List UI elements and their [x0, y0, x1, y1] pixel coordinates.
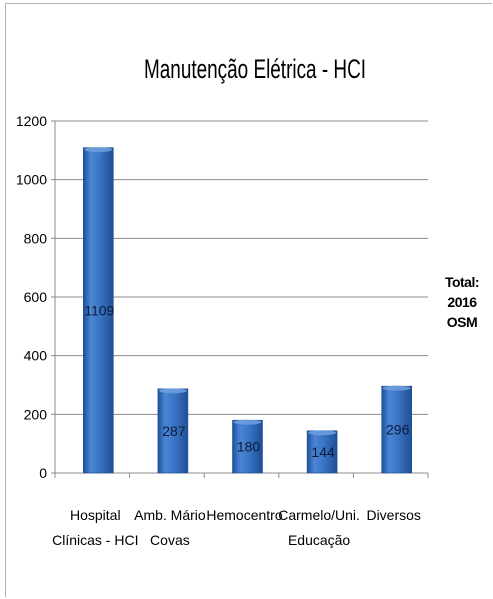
bar-top [308, 430, 337, 436]
bar [306, 430, 338, 474]
data-label: 180 [237, 439, 261, 455]
chart-frame [5, 3, 492, 597]
x-tick-labels: Hospital Clínicas - HCI Amb. Mário Covas Hem… [52, 507, 421, 548]
y-tick-label: 0 [39, 465, 47, 481]
data-label: 1109 [84, 302, 114, 318]
bar [232, 419, 263, 474]
data-labels: 1109 287 180 144 296 [84, 302, 409, 460]
total-annotation-line2: 2016 OSM [446, 294, 478, 330]
bar-top [158, 388, 187, 394]
total-annotation: Total: 2016 OSM [432, 272, 492, 332]
x-tick-label: Hemocentro [206, 507, 282, 523]
x-tick-label: Diversos [366, 507, 420, 523]
x-tick-label: Covas [150, 532, 190, 548]
x-tick-label: Educação [288, 532, 350, 548]
bar-top [233, 419, 262, 425]
bar-top [382, 385, 411, 391]
bar [157, 388, 189, 474]
bar-top [84, 147, 113, 153]
y-tick-label: 600 [24, 289, 48, 305]
x-tick-label: Carmelo/Uni. [278, 507, 360, 523]
data-label: 144 [311, 444, 335, 460]
y-tick-label: 400 [24, 348, 48, 364]
y-tick-label: 1200 [16, 113, 47, 129]
x-tick-label: Hospital [70, 507, 121, 523]
bar [381, 385, 413, 474]
gridlines [55, 120, 428, 415]
y-tick-label: 800 [24, 230, 48, 246]
y-tick-labels: 0 200 400 600 800 1000 1200 [16, 113, 47, 481]
bar [83, 147, 114, 474]
y-tick-label: 200 [24, 406, 48, 422]
chart-title: Manutenção Elétrica - HCI [144, 54, 366, 84]
x-tick-label: Clínicas - HCI [52, 532, 138, 548]
x-tick-label: Amb. Mário [134, 507, 206, 523]
data-label: 287 [162, 423, 186, 439]
data-label: 296 [386, 422, 410, 438]
y-tick-label: 1000 [16, 172, 47, 188]
bars [83, 147, 413, 474]
total-annotation-line1: Total: [444, 274, 480, 290]
